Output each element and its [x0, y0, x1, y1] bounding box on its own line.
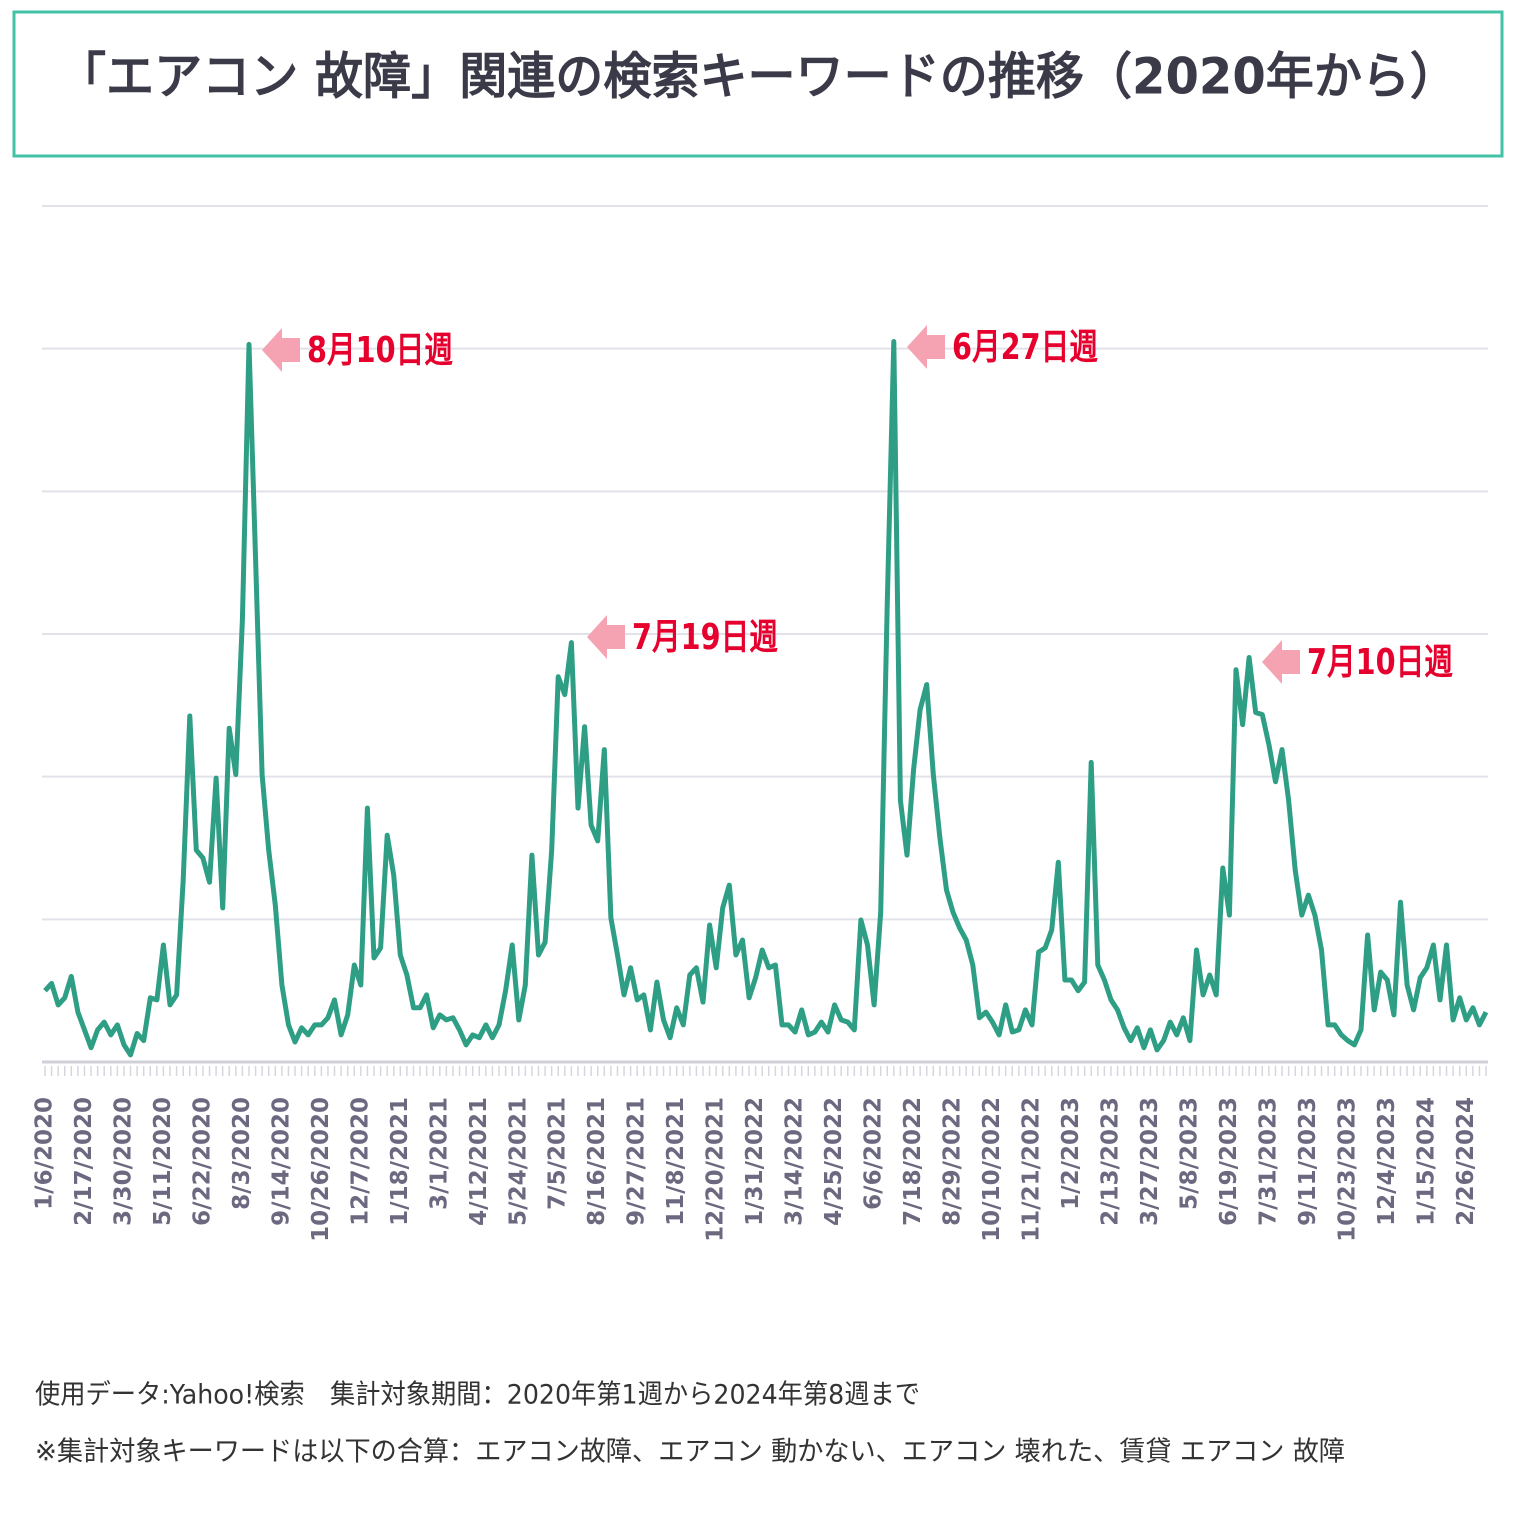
annotation-arrow	[587, 615, 625, 659]
annotation: 7月19日週	[632, 617, 778, 658]
annotation: 7月10日週	[1307, 642, 1453, 683]
chart-title: 「エアコン 故障」関連の検索キーワードの推移（2020年から）	[58, 48, 1458, 106]
x-tick-label: 7/31/2023	[1255, 1097, 1281, 1226]
x-tick-label: 2/17/2020	[71, 1097, 97, 1226]
x-tick-label: 6/22/2020	[189, 1097, 215, 1226]
annotation-arrow	[907, 325, 945, 369]
x-tick-label: 1/18/2021	[387, 1097, 413, 1226]
x-tick-label: 4/25/2022	[821, 1097, 847, 1226]
x-tick-label: 3/27/2023	[1137, 1097, 1163, 1226]
x-tick-label: 5/24/2021	[505, 1097, 531, 1226]
x-tick-label: 4/12/2021	[466, 1097, 492, 1226]
x-tick-label: 12/7/2020	[347, 1097, 373, 1226]
x-tick-label: 6/19/2023	[1216, 1097, 1242, 1226]
x-tick-label: 8/3/2020	[229, 1097, 255, 1210]
x-tick-label: 2/26/2024	[1453, 1097, 1479, 1226]
annotation: 8月10日週	[307, 330, 453, 371]
x-tick-label: 2/13/2023	[1097, 1097, 1123, 1226]
annotation: 6月27日週	[952, 327, 1098, 368]
title-box	[12, 10, 1504, 158]
x-tick-label: 1/15/2024	[1413, 1097, 1439, 1226]
x-tick-label: 10/10/2022	[979, 1097, 1005, 1242]
annotation-arrow	[262, 328, 300, 372]
x-tick-label: 5/11/2020	[150, 1097, 176, 1226]
x-tick-label: 3/1/2021	[426, 1097, 452, 1210]
x-tick-label: 3/30/2020	[110, 1097, 136, 1226]
note: ※集計対象キーワードは以下の合算：エアコン故障、エアコン 動かない、エアコン 壊…	[35, 1437, 1345, 1468]
note: 使用データ:Yahoo!検索 集計対象期間：2020年第1週から2024年第8週…	[35, 1380, 920, 1411]
x-tick-label: 11/21/2022	[1019, 1097, 1045, 1242]
x-tick-label: 7/18/2022	[900, 1097, 926, 1226]
x-tick-label: 1/31/2022	[742, 1097, 768, 1226]
annotation-arrow	[1262, 640, 1300, 684]
x-tick-label: 1/6/2020	[32, 1097, 58, 1210]
x-tick-label: 12/4/2023	[1374, 1097, 1400, 1226]
x-tick-label: 10/26/2020	[308, 1097, 334, 1242]
x-tick-label: 1/2/2023	[1058, 1097, 1084, 1210]
x-tick-label: 10/23/2023	[1334, 1097, 1360, 1242]
x-tick-label: 6/6/2022	[861, 1097, 887, 1210]
x-tick-label: 8/16/2021	[584, 1097, 610, 1226]
x-tick-label: 9/27/2021	[624, 1097, 650, 1226]
x-tick-label: 9/14/2020	[268, 1097, 294, 1226]
x-tick-label: 8/29/2022	[940, 1097, 966, 1226]
x-tick-label: 12/20/2021	[703, 1097, 729, 1242]
x-tick-label: 11/8/2021	[663, 1097, 689, 1226]
data-line	[43, 339, 1489, 1058]
x-tick-label: 7/5/2021	[545, 1097, 571, 1210]
x-tick-label: 5/8/2023	[1176, 1097, 1202, 1210]
x-tick-label: 9/11/2023	[1295, 1097, 1321, 1226]
x-tick-label: 3/14/2022	[782, 1097, 808, 1226]
